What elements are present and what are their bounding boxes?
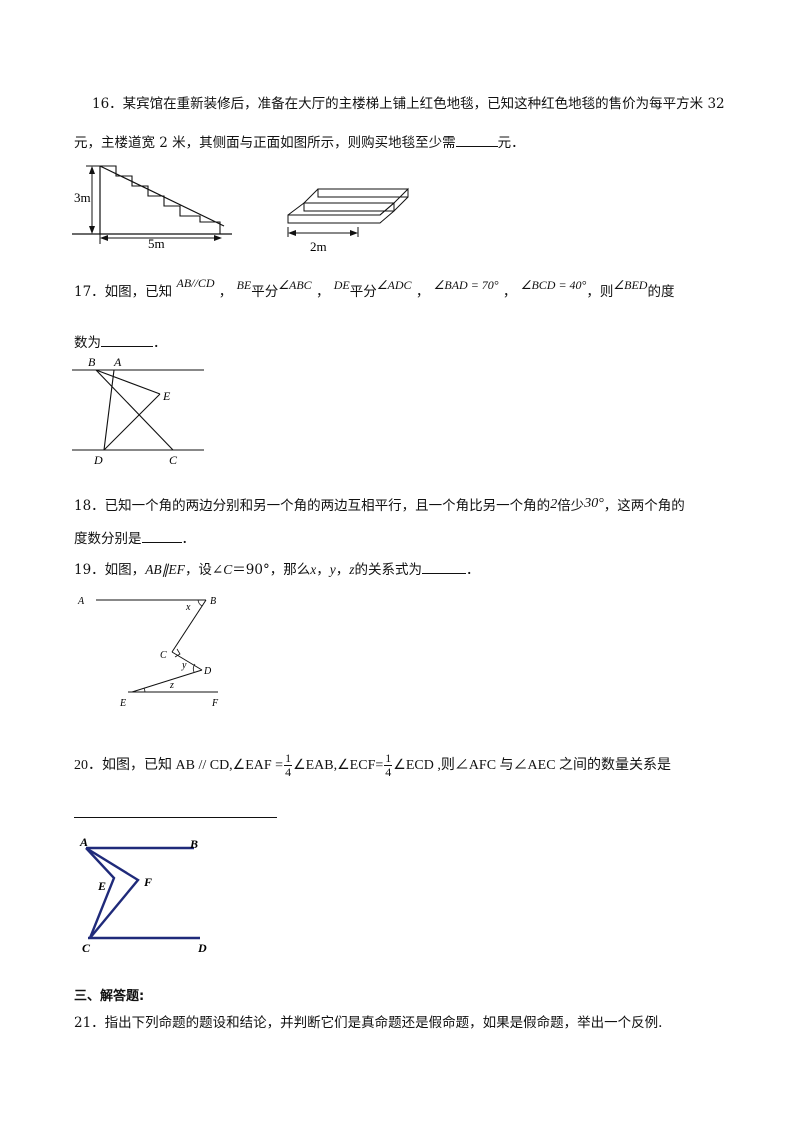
q19-line1: 19．如图，AB∥EF，设∠C＝90°，那么x，y，z的关系式为． [74,559,479,579]
q17-label-B: B [88,355,96,369]
section-heading: 三、解答题: [74,989,145,1004]
q19-figure: A B x C y D z E F [77,596,219,709]
q17-label-D: D [93,453,103,467]
q20-label-B: B [189,837,198,851]
q16-answer-blank[interactable] [455,132,498,147]
q19-label-D: D [203,666,212,677]
q16-line2: 元，主楼道宽 2 米，其侧面与正面如图所示，则购买地毯至少需 元． [74,132,525,152]
q19-label-z: z [169,680,174,691]
q19-label-B: B [210,596,216,607]
q16-length-label: 5m [148,236,165,251]
q20-label-D: D [197,941,207,955]
q20-figure: A B E F C D [79,835,207,955]
q19-label-A: A [77,596,85,607]
q16-line1: 16．某宾馆在重新装修后，准备在大厅的主楼梯上铺上红色地毯，已知这种红色地毯的售… [92,96,725,112]
q17-answer-blank[interactable] [101,332,153,347]
q20-label-A: A [79,835,88,849]
q19-answer-blank[interactable] [421,559,466,574]
q16-stair-side-figure: 3m 5m [72,165,232,251]
q16-stair-front-figure: 2m [287,187,409,254]
q17-line1: 17．如图，已知 AB//CD ， BE平分∠ABC ， DE平分∠ADC ， … [74,276,675,300]
q19-label-F: F [211,698,219,709]
q18-line2: 度数分别是． [74,528,195,548]
q16-width-label: 2m [310,239,327,254]
q19-label-y: y [181,660,187,671]
q17-label-E: E [162,389,171,403]
q16-height-label: 3m [74,190,91,205]
q19-label-E: E [119,698,126,709]
q17-figure: B A E D C [72,355,204,467]
q19-label-C: C [160,650,167,661]
q19-label-x: x [185,602,191,613]
q20-line1: 20．如图，已知 AB // CD,∠EAF = 1 4 ∠EAB,∠ECF= 1 4 ∠E… [74,751,672,780]
q20-label-F: F [143,875,152,889]
q21-line1: 21．指出下列命题的题设和结论，并判断它们是真命题还是假命题，如果是假命题，举出… [74,1015,663,1031]
q18-answer-blank[interactable] [141,528,182,543]
q20-label-E: E [97,879,106,893]
q17-label-C: C [169,453,178,467]
q17-line2: 数为． [74,332,167,352]
q18-line1: 18．已知一个角的两边分别和另一个角的两边互相平行，且一个角比另一个角的2倍少3… [74,496,685,514]
q20-answer-blank[interactable] [74,817,277,818]
q20-label-C: C [82,941,91,955]
q17-label-A: A [113,355,122,369]
